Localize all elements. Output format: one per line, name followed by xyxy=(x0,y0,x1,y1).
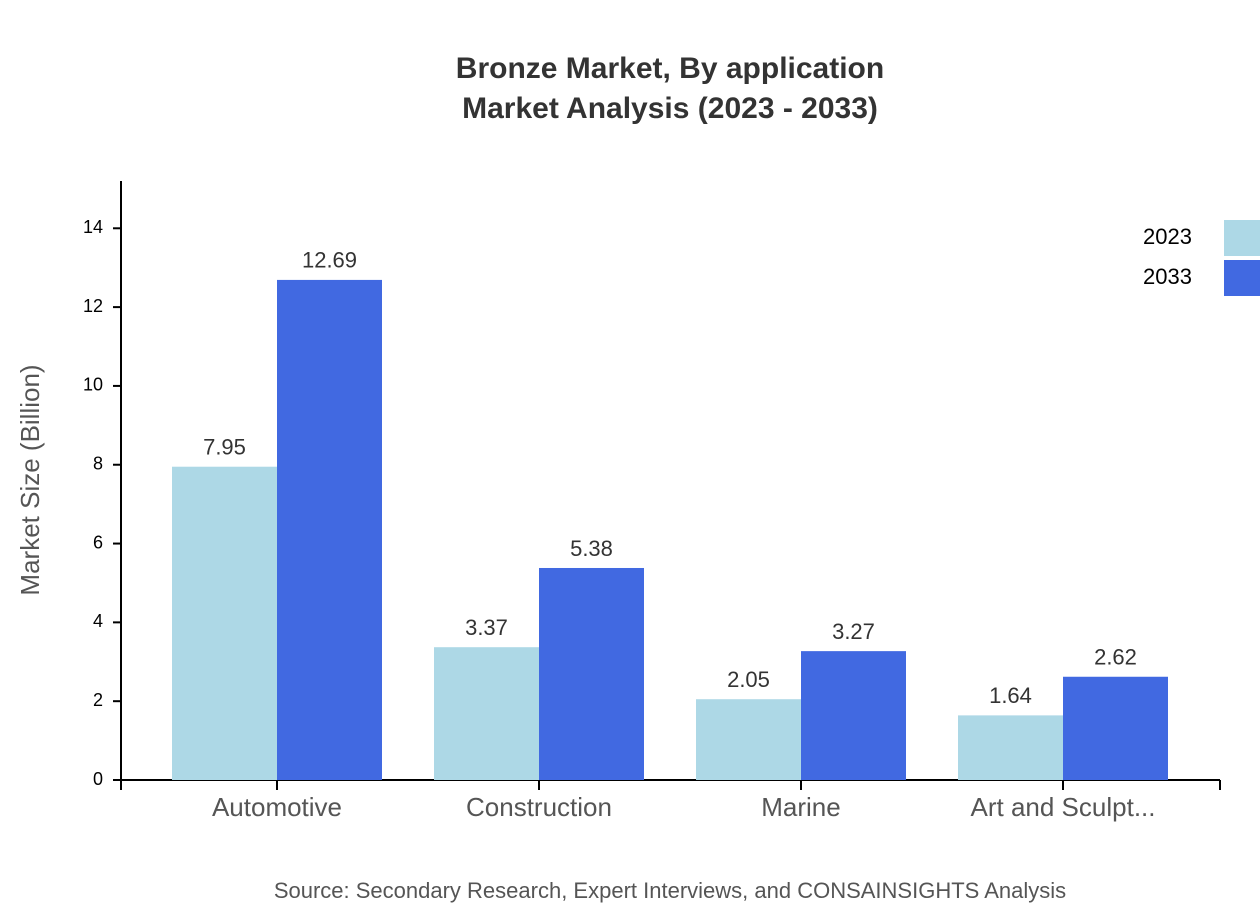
y-tick-label: 14 xyxy=(83,217,103,237)
y-tick-label: 4 xyxy=(93,611,103,631)
y-tick-label: 2 xyxy=(93,690,103,710)
data-label: 2.62 xyxy=(1094,645,1137,670)
x-tick-label: Marine xyxy=(761,792,840,822)
y-tick-label: 12 xyxy=(83,296,103,316)
data-label: 2.05 xyxy=(727,667,770,692)
y-tick-label: 8 xyxy=(93,453,103,473)
bar xyxy=(696,699,801,780)
x-tick-label: Automotive xyxy=(212,792,342,822)
source-note: Source: Secondary Research, Expert Inter… xyxy=(274,878,1066,903)
bar xyxy=(958,715,1063,780)
legend-label: 2033 xyxy=(1143,264,1192,289)
legend-label: 2023 xyxy=(1143,224,1192,249)
y-axis-label: Market Size (Billion) xyxy=(15,364,45,595)
chart-subtitle: Market Analysis (2023 - 2033) xyxy=(462,92,878,125)
data-label: 3.37 xyxy=(465,615,508,640)
data-label: 7.95 xyxy=(203,435,246,460)
data-label: 5.38 xyxy=(570,536,613,561)
bar xyxy=(539,567,644,780)
chart-title: Bronze Market, By application xyxy=(456,52,884,85)
data-label: 3.27 xyxy=(832,619,875,644)
legend-swatch xyxy=(1224,220,1260,256)
y-tick-label: 0 xyxy=(93,769,103,789)
bar xyxy=(434,647,539,780)
legend-swatch xyxy=(1224,260,1260,296)
bar xyxy=(277,279,382,780)
y-tick-label: 10 xyxy=(83,375,103,395)
bar xyxy=(172,466,277,780)
bar xyxy=(1063,676,1168,780)
data-label: 12.69 xyxy=(302,248,357,273)
x-tick-label: Construction xyxy=(466,792,612,822)
data-label: 1.64 xyxy=(989,683,1032,708)
y-tick-label: 6 xyxy=(93,532,103,552)
bar xyxy=(801,651,906,780)
x-tick-label: Art and Sculpt... xyxy=(971,792,1156,822)
